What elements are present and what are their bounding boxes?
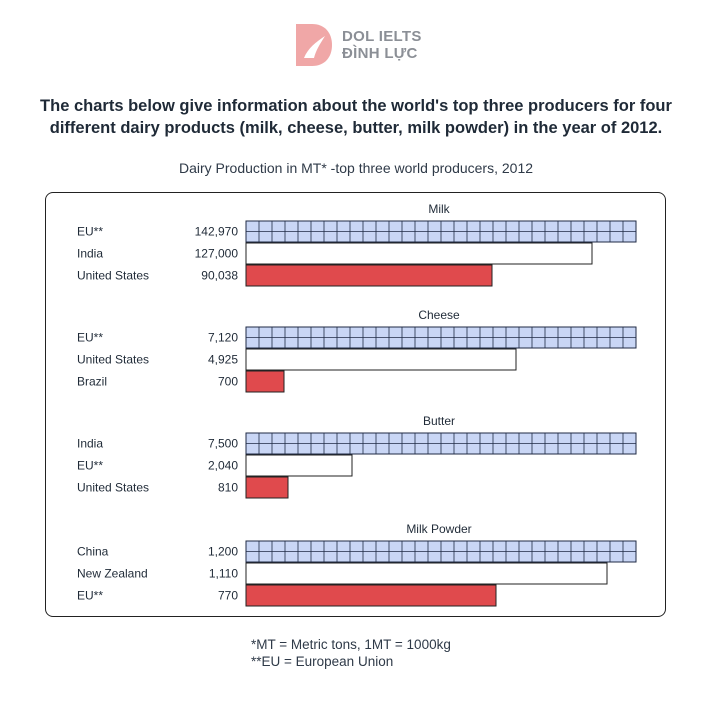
footnote-eu: **EU = European Union (251, 654, 394, 669)
bar-milk-powder-2 (245, 584, 497, 607)
bar-label-milk-powder-2: EU** (77, 589, 103, 603)
bar-milk-powder-1 (245, 562, 608, 585)
bar-label-butter-1: EU** (77, 459, 103, 473)
bar-label-butter-2: United States (77, 481, 149, 495)
heading-line-1: The charts below give information about … (40, 97, 672, 115)
group-title-milk: Milk (428, 202, 450, 216)
bar-label-milk-powder-1: New Zealand (77, 567, 148, 581)
bar-label-cheese-1: United States (77, 353, 149, 367)
bar-label-milk-powder-0: China (77, 545, 109, 559)
bar-butter-1 (245, 454, 353, 477)
dol-logo-icon (296, 24, 332, 66)
bar-milk-1 (245, 242, 593, 265)
data-label-milk-powder-0: 1,200 (208, 545, 238, 559)
logo-text: DOL IELTS ĐÌNH LỰC (342, 28, 422, 62)
bar-cheese-1 (245, 348, 517, 371)
data-label-milk-1: 127,000 (195, 247, 239, 261)
group-title-butter: Butter (423, 414, 455, 428)
footnote-mt: *MT = Metric tons, 1MT = 1000kg (251, 637, 451, 652)
data-label-cheese-1: 4,925 (208, 353, 238, 367)
data-label-butter-2: 810 (218, 481, 238, 495)
data-label-milk-powder-1: 1,110 (209, 567, 238, 581)
bar-milk-2 (245, 264, 493, 287)
group-title-cheese: Cheese (418, 308, 460, 322)
task-heading: The charts below give information about … (20, 95, 692, 139)
heading-line-2: different dairy products (milk, cheese, … (49, 119, 663, 137)
data-label-cheese-0: 7,120 (208, 331, 238, 345)
chart-frame: Milk EU** 142,970 India 127,000 United States… (45, 192, 666, 617)
data-label-butter-0: 7,500 (208, 437, 238, 451)
brand-logo: DOL IELTS ĐÌNH LỰC (292, 22, 422, 68)
bar-label-butter-0: India (77, 437, 103, 451)
bar-label-milk-2: United States (77, 269, 149, 283)
dairy-bar-chart: Milk EU** 142,970 India 127,000 United States… (77, 202, 637, 607)
data-label-milk-0: 142,970 (195, 225, 239, 239)
bar-label-cheese-2: Brazil (77, 375, 107, 389)
group-title-milk-powder: Milk Powder (406, 522, 471, 536)
bar-cheese-2 (245, 370, 285, 393)
data-label-cheese-2: 700 (218, 375, 238, 389)
bar-label-milk-0: EU** (77, 225, 103, 239)
data-label-milk-powder-2: 770 (218, 589, 238, 603)
data-label-butter-1: 2,040 (208, 459, 238, 473)
logo-line-2: ĐÌNH LỰC (342, 45, 418, 62)
bar-label-milk-1: India (77, 247, 103, 261)
bar-butter-2 (245, 476, 289, 499)
chart-title: Dairy Production in MT* -top three world… (178, 160, 534, 176)
footnotes: *MT = Metric tons, 1MT = 1000kg **EU = E… (251, 636, 451, 670)
bar-label-cheese-0: EU** (77, 331, 103, 345)
logo-line-1: DOL IELTS (342, 28, 422, 45)
data-label-milk-2: 90,038 (201, 269, 238, 283)
